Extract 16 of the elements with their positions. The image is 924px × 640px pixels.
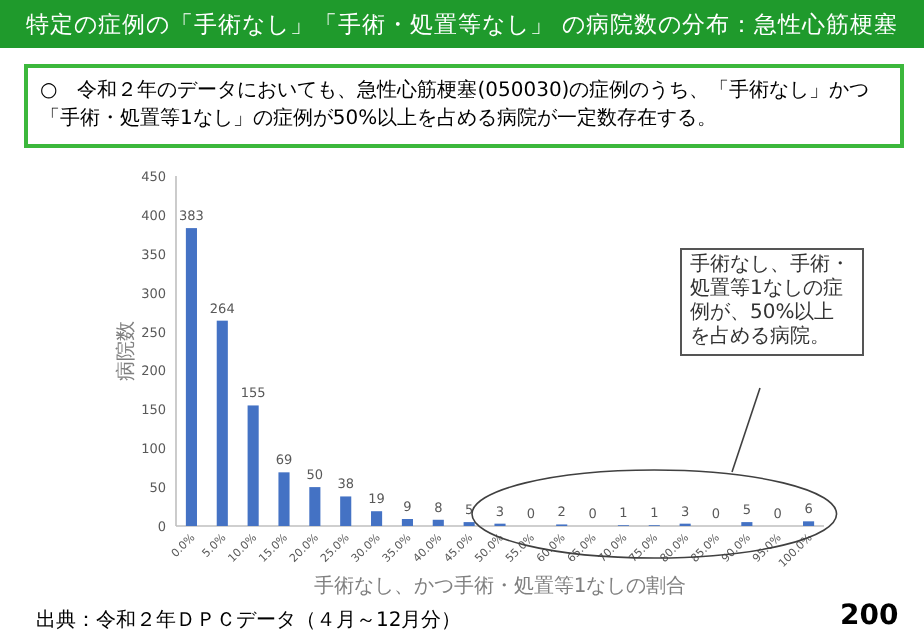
bar bbox=[216, 320, 228, 526]
bar bbox=[371, 511, 383, 526]
source-note: 出典：令和２年ＤＰＣデータ（４月～12月分） bbox=[36, 607, 462, 634]
bar bbox=[401, 519, 413, 526]
bar bbox=[309, 487, 321, 526]
y-axis-title: 病院数 bbox=[114, 321, 138, 381]
bar bbox=[185, 228, 197, 526]
chart-title: 特定の症例の「手術なし」「手術・処置等なし」 の病院数の分布：急性心筋梗塞 bbox=[0, 0, 924, 48]
bar bbox=[247, 405, 259, 526]
annotation: 手術なし、手術・処置等1なしの症例が、50%以上を占める病院。 bbox=[680, 248, 864, 356]
x-axis-title: 手術なし、かつ手術・処置等1なしの割合 bbox=[313, 574, 687, 598]
bar bbox=[432, 519, 444, 526]
text: 200 bbox=[840, 600, 899, 632]
chart-subtitle: ○ 令和２年のデータにおいても、急性心筋梗塞(050030)の症例のうち、「手術なし」かつ「手術・処置等1なし」の症例が50%以上を占める病院が一定数存在する。 bbox=[24, 64, 904, 148]
bar bbox=[340, 496, 352, 526]
bar bbox=[278, 472, 290, 526]
